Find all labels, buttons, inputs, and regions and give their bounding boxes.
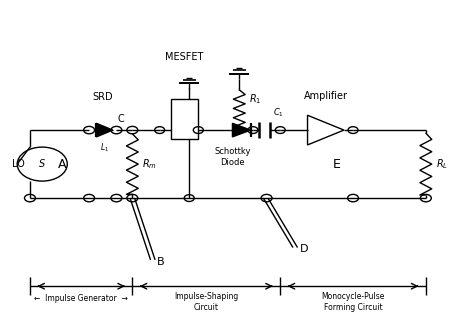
Polygon shape [232,123,251,137]
Text: $R_m$: $R_m$ [142,157,157,171]
Text: B: B [157,257,165,267]
Text: MESFET: MESFET [165,52,204,62]
Polygon shape [96,123,113,137]
Text: $R_L$: $R_L$ [436,157,448,171]
Text: Amplifier: Amplifier [304,91,348,101]
Text: Schottky: Schottky [214,147,251,156]
Bar [171,99,198,139]
Text: Impulse-Shaping
Circuit: Impulse-Shaping Circuit [174,292,238,312]
Text: D: D [300,244,308,254]
Text: LO: LO [12,159,25,169]
Text: A: A [57,157,66,171]
Text: C: C [118,114,124,124]
Text: ←  Impulse Generator  →: ← Impulse Generator → [34,294,128,303]
Text: $L_1$: $L_1$ [100,142,109,154]
Text: $C_1$: $C_1$ [273,107,284,119]
Text: E: E [333,157,341,171]
Text: SRD: SRD [92,92,113,102]
Text: $R_1$: $R_1$ [249,92,262,106]
Text: S: S [39,159,46,169]
Text: Monocycle-Pulse
Forming Circuit: Monocycle-Pulse Forming Circuit [321,292,385,312]
Text: Diode: Diode [220,158,245,167]
